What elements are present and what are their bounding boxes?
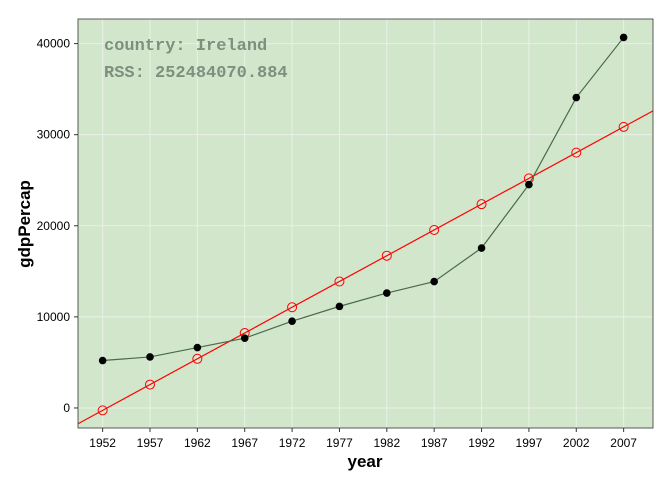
x-tick-label-1952: 1952 xyxy=(89,436,116,450)
observed-point-1987 xyxy=(430,277,438,286)
y-tick-label-20000: 20000 xyxy=(37,219,71,233)
x-axis: 1952 1957 1962 1967 1972 1977 1982 1987 1992 1997… xyxy=(89,428,637,450)
y-tick-label-40000: 40000 xyxy=(37,37,71,51)
fitted-point-1977 xyxy=(334,276,345,287)
y-axis-title: gdpPercap xyxy=(15,180,34,268)
fitted-point-1952 xyxy=(97,405,108,416)
observed-point-1997 xyxy=(525,180,533,189)
x-tick-label-2002: 2002 xyxy=(563,436,590,450)
observed-point-2007 xyxy=(619,33,628,42)
observed-point-1962 xyxy=(193,343,202,352)
fitted-point-1982 xyxy=(381,250,392,261)
observed-point-1967 xyxy=(240,334,249,343)
plot-panel xyxy=(78,19,653,428)
annotations: country: Ireland RSS: 252484070.884 xyxy=(104,37,288,83)
annotation-rss: RSS: 252484070.884 xyxy=(104,64,288,83)
x-tick-label-1967: 1967 xyxy=(231,436,258,450)
x-tick-label-1957: 1957 xyxy=(137,436,164,450)
fitted-point-1972 xyxy=(287,302,298,313)
panel-border xyxy=(77,18,654,429)
fitted-point-1957 xyxy=(144,379,155,390)
x-axis-title: year xyxy=(348,452,383,471)
x-tick-label-1977: 1977 xyxy=(326,436,353,450)
x-tick-label-1987: 1987 xyxy=(421,436,448,450)
y-tick-label-10000: 10000 xyxy=(37,310,71,324)
x-tick-label-1992: 1992 xyxy=(468,436,495,450)
x-tick-label-2007: 2007 xyxy=(610,436,637,450)
observed-point-1957 xyxy=(146,353,154,361)
grid-lines xyxy=(78,19,653,428)
fitted-point-2007 xyxy=(618,121,629,132)
fitted-point-1962 xyxy=(192,353,203,364)
y-tick-label-0: 0 xyxy=(63,401,70,415)
observed-point-1977 xyxy=(335,302,344,311)
fitted-point-2002 xyxy=(571,147,582,158)
observed-line xyxy=(102,37,625,362)
x-tick-label-1962: 1962 xyxy=(184,436,211,450)
observed-point-1982 xyxy=(383,289,391,297)
observed-point-1992 xyxy=(477,244,486,252)
x-tick-label-1997: 1997 xyxy=(516,436,543,450)
fitted-point-1992 xyxy=(476,199,487,210)
x-tick-label-1972: 1972 xyxy=(279,436,306,450)
fitted-line xyxy=(78,110,653,425)
y-axis: 0 10000 20000 30000 40000 xyxy=(37,37,78,415)
y-tick-label-30000: 30000 xyxy=(37,128,71,142)
x-tick-label-1982: 1982 xyxy=(373,436,400,450)
observed-point-1952 xyxy=(98,356,107,365)
observed-point-2002 xyxy=(572,93,581,102)
plot-area xyxy=(77,18,654,429)
observed-point-1972 xyxy=(288,317,296,325)
annotation-country: country: Ireland xyxy=(104,37,267,56)
fitted-point-1987 xyxy=(429,224,440,235)
